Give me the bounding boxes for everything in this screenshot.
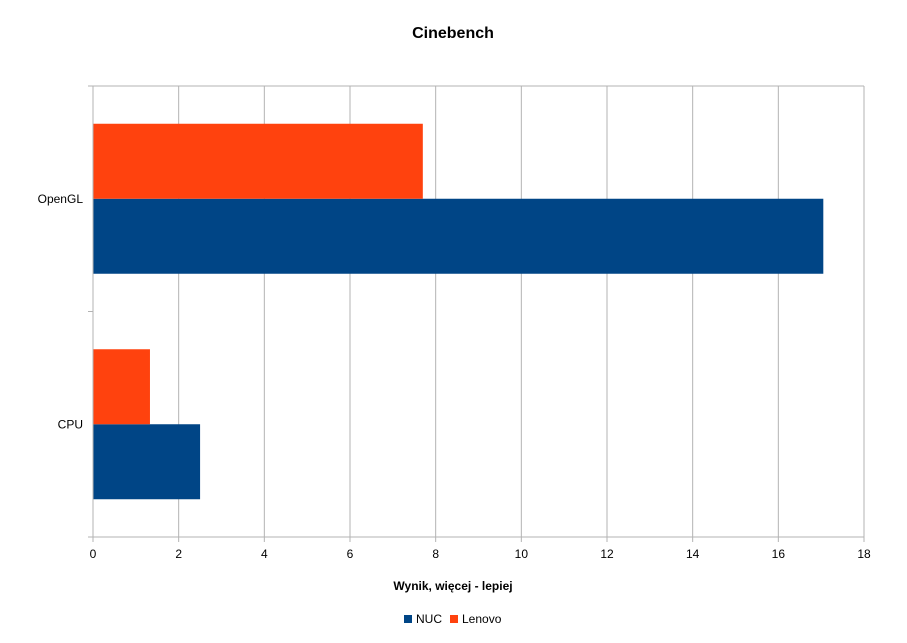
legend-label-lenovo: Lenovo: [462, 612, 502, 626]
legend-swatch-lenovo: [450, 615, 458, 623]
bar-nuc-opengl: [93, 198, 824, 274]
x-tick-label: 6: [347, 547, 354, 561]
x-tick-label: 16: [772, 547, 786, 561]
x-tick-label: 14: [686, 547, 700, 561]
x-tick-label: 18: [857, 547, 871, 561]
bar-nuc-cpu: [93, 424, 201, 500]
y-category-label: CPU: [58, 417, 83, 431]
bar-lenovo-cpu: [93, 349, 150, 425]
chart-title: Cinebench: [412, 25, 494, 42]
legend-swatch-nuc: [404, 615, 412, 623]
y-category-label: OpenGL: [38, 192, 84, 206]
bar-lenovo-opengl: [93, 123, 423, 199]
x-tick-label: 10: [515, 547, 529, 561]
x-tick-label: 12: [600, 547, 614, 561]
legend: NUC Lenovo: [404, 612, 502, 626]
axes: [88, 85, 865, 542]
x-tick-label: 4: [261, 547, 268, 561]
x-tick-label: 2: [175, 547, 182, 561]
x-axis-title: Wynik, więcej - lepiej: [393, 579, 512, 593]
y-category-labels: OpenGL CPU: [38, 192, 84, 432]
x-tick-label: 0: [90, 547, 97, 561]
x-tick-labels: 0 2 4 6 8 10 12 14 16 18: [90, 547, 871, 561]
bars: [93, 123, 824, 500]
legend-label-nuc: NUC: [416, 612, 442, 626]
x-tick-label: 8: [432, 547, 439, 561]
